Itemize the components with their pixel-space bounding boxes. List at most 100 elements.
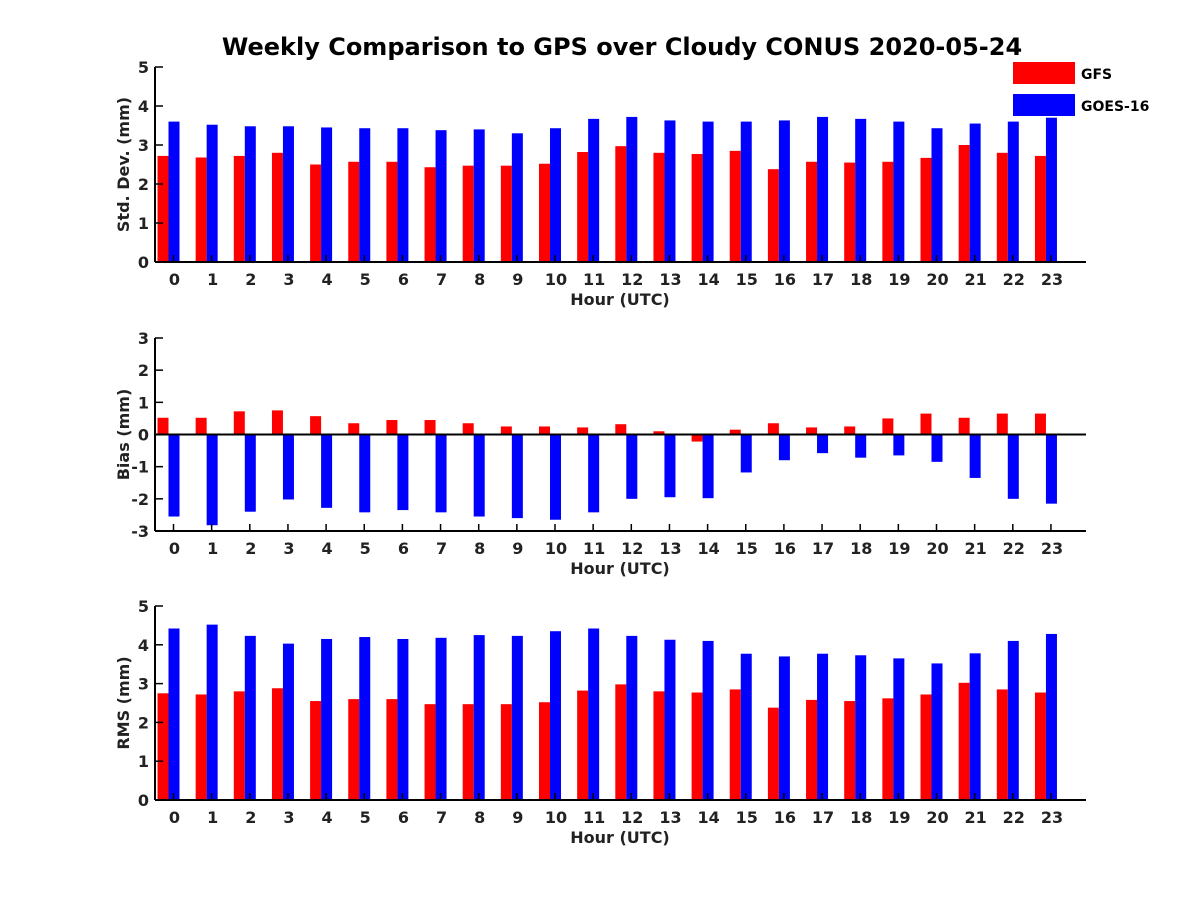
bias-bar-goes16-0 bbox=[168, 434, 180, 517]
bias-bar-goes16-4 bbox=[321, 434, 333, 508]
bias-bar-gfs-0 bbox=[157, 417, 169, 435]
bias-bar-goes16-15 bbox=[740, 434, 752, 473]
stddev-bar-goes16-2 bbox=[244, 126, 256, 262]
rms-bar-goes16-20 bbox=[931, 663, 943, 800]
rms-xtick-label: 13 bbox=[659, 808, 681, 827]
rms-bar-gfs-5 bbox=[348, 699, 360, 800]
stddev-bar-goes16-17 bbox=[817, 116, 829, 262]
bias-ytick-label: -1 bbox=[131, 458, 149, 477]
rms-bar-goes16-0 bbox=[168, 628, 180, 800]
rms-bar-goes16-4 bbox=[321, 638, 333, 800]
bias-bar-goes16-6 bbox=[397, 434, 409, 511]
stddev-bar-gfs-22 bbox=[996, 152, 1008, 262]
stddev-bar-gfs-16 bbox=[767, 169, 779, 262]
bias-bar-gfs-13 bbox=[653, 431, 665, 435]
bias-bar-goes16-14 bbox=[702, 434, 714, 499]
bias-bar-gfs-4 bbox=[310, 416, 322, 435]
stddev-bar-gfs-15 bbox=[729, 150, 741, 262]
bias-bar-goes16-16 bbox=[778, 434, 790, 461]
bias-x-axis-label: Hour (UTC) bbox=[570, 559, 670, 578]
bias-xtick-label: 18 bbox=[850, 539, 872, 558]
rms-bar-goes16-6 bbox=[397, 638, 409, 800]
bias-bar-gfs-10 bbox=[539, 426, 550, 435]
stddev-ytick-label: 4 bbox=[138, 97, 149, 116]
stddev-xtick-label: 4 bbox=[322, 270, 333, 289]
rms-bar-gfs-18 bbox=[844, 701, 856, 800]
stddev-x-axis-label: Hour (UTC) bbox=[570, 290, 670, 309]
rms-bar-gfs-2 bbox=[233, 691, 245, 800]
bias-xtick-label: 10 bbox=[545, 539, 567, 558]
stddev-bar-gfs-3 bbox=[271, 152, 283, 262]
rms-xtick-label: 14 bbox=[697, 808, 719, 827]
stddev-xtick-label: 3 bbox=[283, 270, 294, 289]
stddev-bar-gfs-18 bbox=[844, 162, 856, 262]
stddev-bar-goes16-16 bbox=[778, 120, 790, 263]
stddev-ytick-label: 0 bbox=[138, 253, 149, 272]
bias-xtick-label: 5 bbox=[360, 539, 371, 558]
rms-bar-gfs-9 bbox=[500, 704, 512, 800]
bias-bar-goes16-22 bbox=[1007, 434, 1019, 499]
rms-xtick-label: 8 bbox=[474, 808, 485, 827]
stddev-ytick-label: 3 bbox=[138, 136, 149, 155]
stddev-bar-gfs-8 bbox=[462, 165, 474, 262]
rms-ytick-label: 1 bbox=[138, 752, 149, 771]
rms-x-axis-label: Hour (UTC) bbox=[570, 828, 670, 847]
bias-bar-goes16-23 bbox=[1045, 434, 1057, 504]
rms-xtick-label: 11 bbox=[583, 808, 605, 827]
rms-xtick-label: 3 bbox=[283, 808, 294, 827]
bias-ytick-label: 1 bbox=[138, 393, 149, 412]
stddev-bar-gfs-11 bbox=[577, 152, 589, 262]
bias-bar-gfs-18 bbox=[844, 426, 856, 435]
rms-bar-gfs-6 bbox=[386, 699, 398, 800]
legend: GFS GOES-16 bbox=[1013, 62, 1149, 116]
stddev-xtick-label: 5 bbox=[360, 270, 371, 289]
rms-xtick-label: 19 bbox=[888, 808, 910, 827]
rms-ytick-label: 5 bbox=[138, 597, 149, 616]
rms-xtick-label: 21 bbox=[965, 808, 987, 827]
stddev-xtick-label: 15 bbox=[736, 270, 758, 289]
bias-ytick-label: 2 bbox=[138, 361, 149, 380]
rms-xtick-label: 12 bbox=[621, 808, 643, 827]
bias-ytick-label: 3 bbox=[138, 329, 149, 348]
bias-bar-gfs-1 bbox=[195, 417, 207, 435]
rms-bar-gfs-23 bbox=[1034, 692, 1046, 800]
bias-bar-gfs-11 bbox=[577, 427, 589, 435]
stddev-xtick-label: 23 bbox=[1041, 270, 1063, 289]
bias-bar-goes16-21 bbox=[969, 434, 981, 478]
bias-bar-gfs-22 bbox=[996, 413, 1008, 435]
stddev-bar-goes16-19 bbox=[893, 121, 905, 262]
bias-bar-gfs-12 bbox=[615, 424, 627, 435]
stddev-ytick-label: 1 bbox=[138, 214, 149, 233]
stddev-bar-goes16-5 bbox=[359, 128, 371, 262]
bias-bar-gfs-16 bbox=[767, 423, 779, 435]
stddev-xtick-label: 14 bbox=[697, 270, 719, 289]
stddev-bar-goes16-4 bbox=[321, 127, 333, 262]
stddev-xtick-label: 10 bbox=[545, 270, 567, 289]
rms-bar-goes16-11 bbox=[588, 628, 600, 800]
rms-xtick-label: 1 bbox=[207, 808, 218, 827]
stddev-bar-gfs-2 bbox=[233, 155, 245, 262]
stddev-bar-goes16-3 bbox=[282, 126, 294, 262]
bias-bar-goes16-7 bbox=[435, 434, 447, 513]
rms-xtick-label: 2 bbox=[245, 808, 256, 827]
bias-xtick-label: 23 bbox=[1041, 539, 1063, 558]
rms-bar-gfs-12 bbox=[615, 684, 627, 800]
stddev-bar-goes16-11 bbox=[588, 118, 600, 263]
rms-bar-gfs-20 bbox=[920, 694, 932, 800]
bias-bar-goes16-11 bbox=[588, 434, 600, 513]
stddev-xtick-label: 19 bbox=[888, 270, 910, 289]
stddev-bar-gfs-5 bbox=[348, 161, 360, 262]
rms-xtick-label: 9 bbox=[512, 808, 523, 827]
stddev-bar-goes16-21 bbox=[969, 123, 981, 262]
bias-xtick-label: 13 bbox=[659, 539, 681, 558]
rms-bar-goes16-14 bbox=[702, 640, 714, 800]
rms-bar-gfs-15 bbox=[729, 689, 741, 800]
bias-bar-gfs-20 bbox=[920, 413, 932, 435]
bias-bar-goes16-10 bbox=[550, 434, 561, 520]
stddev-bar-goes16-12 bbox=[626, 116, 638, 262]
rms-bar-gfs-7 bbox=[424, 704, 436, 800]
stddev-ytick-label: 2 bbox=[138, 175, 149, 194]
rms-bar-goes16-9 bbox=[511, 635, 523, 800]
stddev-xtick-label: 16 bbox=[774, 270, 796, 289]
